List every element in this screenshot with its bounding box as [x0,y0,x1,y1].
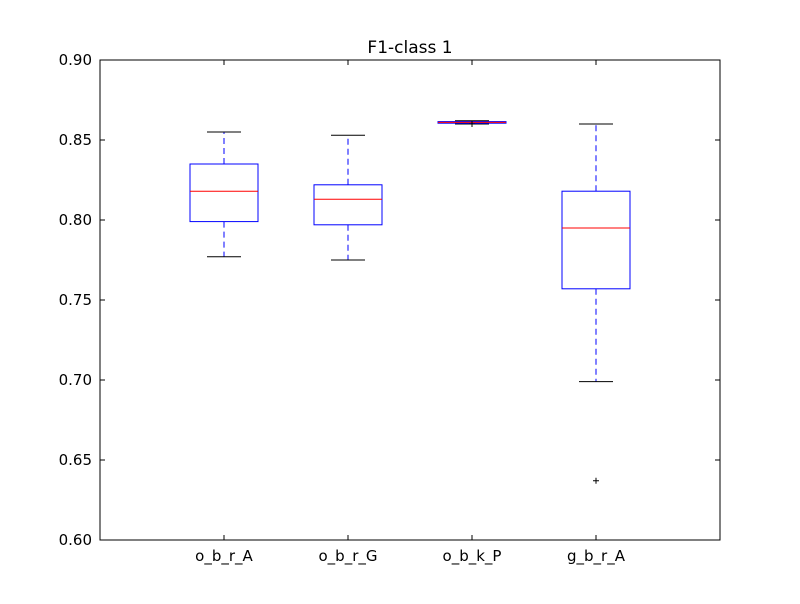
box-iqr [313,184,383,226]
box-iqr [189,163,259,223]
outlier-marker [469,121,475,127]
y-tick-label: 0.80 [59,211,92,229]
x-tick-label: o_b_r_A [195,547,253,566]
outlier-marker [593,477,599,484]
y-tick-label: 0.90 [59,51,92,69]
y-tick-label: 0.65 [59,451,92,469]
chart-title: F1-class 1 [367,38,452,58]
x-tick-label: o_b_k_P [443,547,502,566]
y-tick-label: 0.70 [59,371,92,389]
x-tick-label: o_b_r_G [319,547,378,566]
y-tick-label: 0.75 [59,291,92,309]
y-tick-label: 0.60 [59,531,92,549]
box-iqr [561,190,631,290]
y-tick-label: 0.85 [59,131,92,149]
plot-frame [99,59,721,541]
x-tick-label: g_b_r_A [567,547,626,566]
